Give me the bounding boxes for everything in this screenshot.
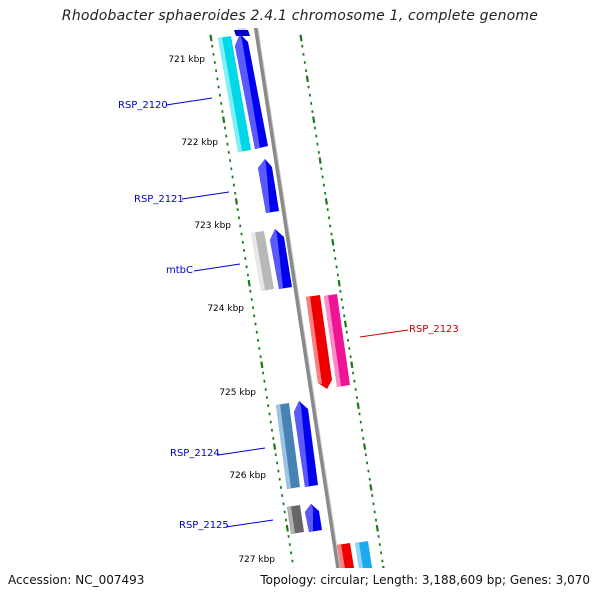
- gene-rsp2125[interactable]: [287, 504, 322, 534]
- outer-track-tick: [312, 116, 316, 124]
- gene-rsp2120[interactable]: [218, 34, 268, 152]
- leader-rsp2120: [165, 97, 213, 106]
- inner-track-tick: [222, 116, 226, 124]
- chromosome-backbone: [253, 28, 341, 568]
- leader-rsp2121: [181, 191, 230, 200]
- gene-label-rsp2121[interactable]: RSP_2121: [134, 194, 184, 205]
- gene-label-rsp2120[interactable]: RSP_2120: [118, 100, 168, 111]
- outer-track-tick: [337, 279, 341, 287]
- outer-track-tick: [331, 238, 335, 246]
- tick-label-724: 724 kbp: [207, 304, 244, 314]
- gene-mtbc-cds-shade: [270, 229, 283, 289]
- gene-rsp2121[interactable]: [258, 159, 279, 213]
- top-partial-cds: [234, 30, 250, 36]
- outer-track-tick: [299, 34, 303, 42]
- inner-dotted-track: [209, 34, 295, 568]
- gene-rsp2120-cds-shade: [235, 34, 260, 149]
- tick-label-722: 722 kbp: [181, 138, 218, 148]
- tick-label-726: 726 kbp: [229, 471, 266, 481]
- outer-track-tick: [343, 320, 348, 328]
- genome-summary-text: Topology: circular; Length: 3,188,609 bp…: [260, 573, 590, 587]
- gene-rsp2123-cds-shade: [306, 296, 322, 384]
- inner-track-tick: [285, 524, 289, 532]
- tick-label-723: 723 kbp: [194, 221, 231, 231]
- inner-track-tick: [234, 198, 238, 205]
- bottom-partial-feature-skyblue-shade: [355, 542, 363, 568]
- outer-track-tick: [356, 402, 360, 410]
- tick-label-727: 727 kbp: [238, 555, 275, 565]
- leader-mtbc: [193, 263, 241, 272]
- leader-rsp2123: [359, 329, 409, 338]
- bottom-partial-cds-red-shade: [337, 544, 345, 568]
- outer-track-tick: [318, 157, 322, 164]
- outer-track-tick: [382, 565, 385, 568]
- gene-label-rsp2125[interactable]: RSP_2125: [179, 520, 229, 531]
- gene-label-mtbc[interactable]: mtbC: [166, 265, 193, 276]
- inner-track-tick: [247, 279, 251, 287]
- gene-top-partial: [234, 28, 250, 36]
- gene-rsp2123[interactable]: [306, 294, 350, 389]
- map-title: Rhodobacter sphaeroides 2.4.1 chromosome…: [61, 8, 539, 24]
- gene-rsp2125-feature-darkgray-shade: [287, 506, 295, 534]
- outer-track-tick: [324, 198, 328, 205]
- leader-rsp2124: [217, 447, 266, 456]
- inner-track-tick: [260, 361, 264, 369]
- inner-track-tick: [209, 34, 213, 42]
- gene-label-rsp2123[interactable]: RSP_2123: [409, 324, 459, 335]
- outer-track-tick: [363, 443, 367, 450]
- outer-track-tick: [350, 361, 354, 369]
- tick-label-725: 725 kbp: [219, 388, 256, 398]
- gene-mtbc[interactable]: [251, 229, 292, 291]
- gene-label-rsp2124[interactable]: RSP_2124: [170, 448, 220, 459]
- inner-track-tick: [273, 443, 277, 450]
- outer-track-tick: [375, 524, 379, 532]
- gene-rsp2123-feature-magenta-shade: [324, 295, 341, 387]
- top-partial-cds-shade: [237, 28, 246, 30]
- gene-rsp2125-cds-shade: [305, 504, 313, 532]
- gene-rsp2120-feature-cyan-shade: [218, 37, 242, 152]
- outer-dotted-track: [299, 34, 385, 568]
- gene-rsp2124-cds-shade: [294, 401, 309, 487]
- gene-rsp2121-cds-shade: [258, 159, 270, 213]
- tick-label-721: 721 kbp: [168, 55, 205, 65]
- leader-rsp2125: [225, 519, 274, 528]
- gene-mtbc-feature-gray-shade: [251, 232, 265, 291]
- gene-rsp2124[interactable]: [276, 401, 318, 489]
- outer-track-tick: [369, 484, 373, 491]
- chromosome-backbone-highlight: [257, 28, 341, 568]
- gene-bottom-partial: [337, 541, 373, 568]
- gene-rsp2124-feature-steelblue-shade: [276, 404, 291, 489]
- outer-track-tick: [305, 75, 309, 83]
- accession-text: Accession: NC_007493: [8, 573, 145, 587]
